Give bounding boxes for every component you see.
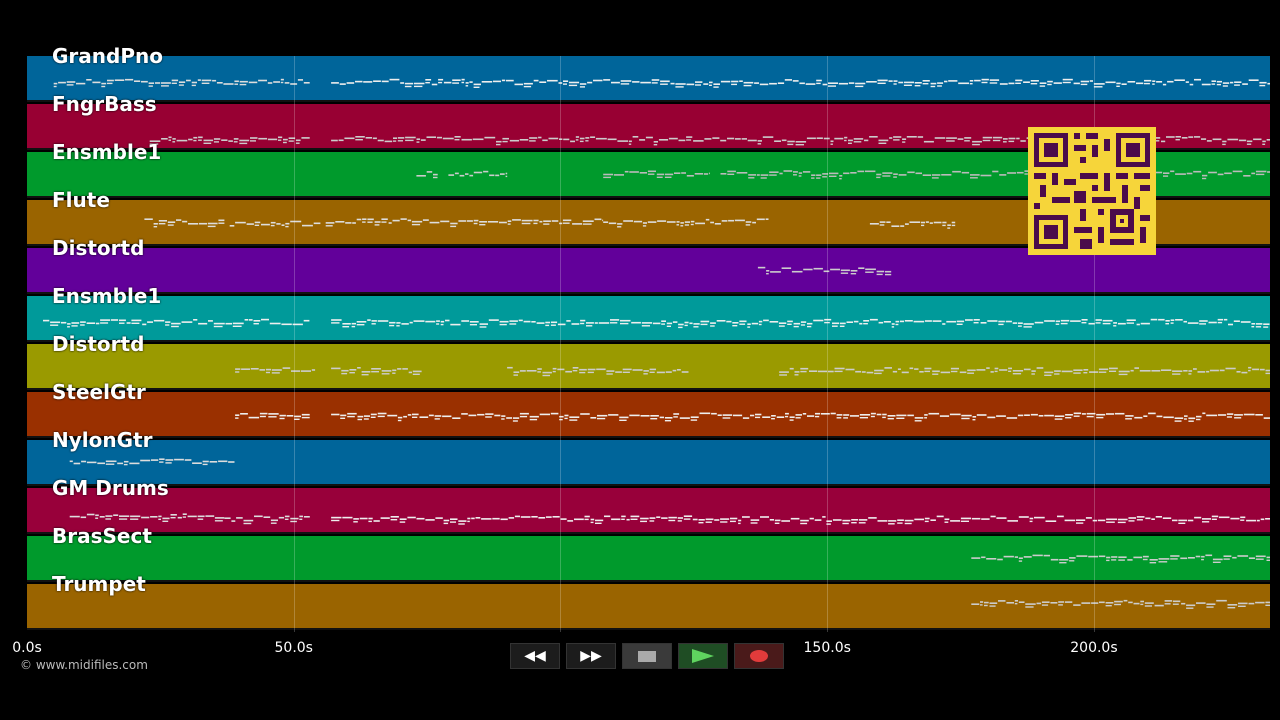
note-segment — [331, 515, 1270, 525]
fast-forward-button[interactable]: ▶▶ — [566, 643, 616, 669]
note-segment — [144, 218, 225, 228]
track-name: Distortd — [52, 332, 145, 356]
track-lane: SteelGtr — [27, 380, 1270, 438]
note-segment — [603, 170, 710, 179]
track-name: SteelGtr — [52, 380, 146, 404]
note-segment — [325, 218, 604, 228]
grid-line — [827, 56, 829, 632]
track-lane: Distortd — [27, 236, 1270, 294]
track-lane: Distortd — [27, 332, 1270, 390]
note-segment — [448, 170, 508, 178]
transport-controls: ◀◀ ▶▶ — [510, 643, 784, 669]
time-tick-label: 200.0s — [1070, 640, 1118, 656]
track-name: GrandPno — [52, 44, 163, 68]
note-segment — [229, 220, 321, 228]
note-segment — [224, 515, 310, 525]
track-name: Ensmble1 — [52, 140, 162, 164]
track-name: BrasSect — [52, 524, 152, 548]
note-segment — [507, 366, 689, 377]
time-tick-label: 0.0s — [12, 640, 42, 656]
note-segment — [235, 412, 310, 420]
qr-code — [1028, 127, 1156, 255]
note-segment — [43, 318, 310, 328]
track-name: GM Drums — [52, 476, 169, 500]
track-name: Ensmble1 — [52, 284, 162, 308]
note-segment — [235, 367, 316, 374]
note-segment — [331, 78, 1270, 88]
note-segment — [69, 458, 235, 466]
note-segment — [757, 266, 892, 276]
piano-roll: GrandPno FngrBass Ensmble1 Flute Distortd Ens… — [27, 44, 1270, 632]
note-segment — [971, 599, 1270, 609]
stop-icon — [638, 650, 656, 662]
note-segment — [331, 367, 422, 376]
track-lane: Ensmble1 — [27, 284, 1270, 342]
note-segment — [779, 366, 1270, 376]
qr-code-graphic — [1028, 127, 1156, 255]
track-notes — [43, 318, 1270, 329]
track-lane: GrandPno — [27, 44, 1270, 102]
track-name: NylonGtr — [52, 428, 153, 452]
note-segment — [69, 513, 225, 522]
play-button[interactable] — [678, 643, 728, 669]
time-tick-label: 150.0s — [803, 640, 851, 656]
note-segment — [331, 412, 1270, 422]
rewind-icon: ◀◀ — [524, 648, 546, 664]
note-segment — [53, 78, 310, 88]
copyright-text: © www.midifiles.com — [20, 658, 148, 672]
note-segment — [971, 554, 1270, 564]
track-notes — [235, 366, 1270, 377]
play-icon — [692, 649, 714, 663]
grid-line — [293, 56, 295, 632]
grid-line — [1093, 56, 1095, 632]
note-segment — [331, 318, 1270, 329]
track-notes — [69, 513, 1270, 525]
note-segment — [720, 170, 1270, 180]
note-segment — [416, 171, 438, 179]
track-name: Distortd — [52, 236, 145, 260]
track-lane: Trumpet — [27, 572, 1270, 630]
stop-button[interactable] — [622, 643, 672, 669]
track-notes — [971, 554, 1270, 564]
note-segment — [869, 221, 956, 229]
grid-line — [560, 56, 562, 632]
time-tick-label: 50.0s — [274, 640, 313, 656]
fast-forward-icon: ▶▶ — [580, 648, 602, 664]
track-notes — [235, 412, 1270, 422]
record-icon — [750, 650, 768, 662]
track-notes — [971, 599, 1270, 609]
track-name: Trumpet — [52, 572, 146, 596]
track-lane: NylonGtr — [27, 428, 1270, 486]
note-segment — [603, 218, 769, 228]
track-lane: BrasSect — [27, 524, 1270, 582]
record-button[interactable] — [734, 643, 784, 669]
track-name: Flute — [52, 188, 110, 212]
rewind-button[interactable]: ◀◀ — [510, 643, 560, 669]
track-notes — [69, 458, 235, 466]
note-segment — [149, 136, 310, 145]
track-lane: GM Drums — [27, 476, 1270, 534]
track-notes — [53, 78, 1270, 88]
track-name: FngrBass — [52, 92, 157, 116]
